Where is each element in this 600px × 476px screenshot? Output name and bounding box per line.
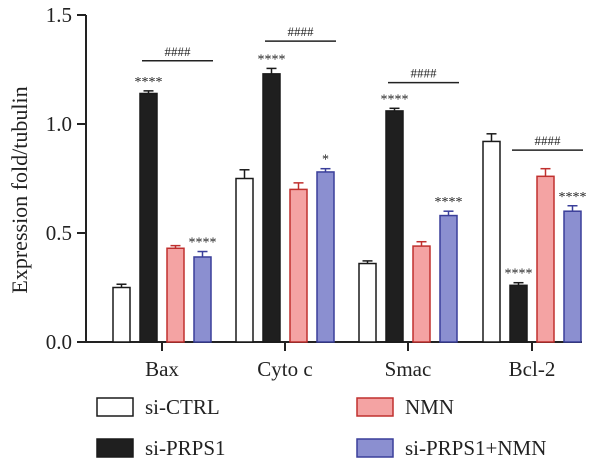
comparison-label: #### xyxy=(535,133,562,148)
bars xyxy=(112,67,582,343)
y-tick-label: 1.5 xyxy=(46,3,72,27)
x-tick-label: Bcl-2 xyxy=(509,357,556,381)
y-tick-label: 0.5 xyxy=(46,221,72,245)
bar xyxy=(166,247,185,343)
significance-label: **** xyxy=(505,267,533,282)
x-tick-label: Cyto c xyxy=(257,357,312,381)
bar xyxy=(412,245,431,343)
legend: si-CTRL si-PRPS1 NMN si-PRPS1+NMN xyxy=(96,395,546,460)
legend-swatch xyxy=(356,397,394,417)
x-tick-label: Bax xyxy=(145,357,179,381)
annotations: *****************************###########… xyxy=(135,24,587,282)
significance-label: **** xyxy=(435,195,463,210)
legend-label: si-PRPS1 xyxy=(145,436,226,460)
significance-label: **** xyxy=(258,52,286,67)
y-tick-label: 1.0 xyxy=(46,112,72,136)
bar xyxy=(536,175,555,343)
bar xyxy=(482,140,501,343)
y-axis-label: Expression fold/tubulin xyxy=(7,86,32,293)
significance-label: **** xyxy=(381,92,409,107)
significance-label: **** xyxy=(559,190,587,205)
bar xyxy=(358,262,377,343)
bar xyxy=(112,286,131,343)
significance-label: * xyxy=(322,153,329,168)
legend-swatch xyxy=(96,438,134,458)
bar xyxy=(439,214,458,343)
bar xyxy=(385,110,404,343)
significance-label: **** xyxy=(189,236,217,251)
bar xyxy=(262,73,281,343)
legend-label: si-PRPS1+NMN xyxy=(405,436,546,460)
bar xyxy=(509,284,528,343)
bar xyxy=(316,171,335,343)
legend-swatch xyxy=(96,397,134,417)
bar xyxy=(139,92,158,343)
bar xyxy=(289,188,308,343)
bar xyxy=(563,210,582,343)
comparison-label: #### xyxy=(288,24,315,39)
bar xyxy=(235,177,254,343)
significance-label: **** xyxy=(135,75,163,90)
comparison-label: #### xyxy=(165,44,192,59)
bar xyxy=(193,256,212,343)
x-tick-label: Smac xyxy=(385,357,432,381)
legend-label: NMN xyxy=(405,395,454,419)
legend-swatch xyxy=(356,438,394,458)
legend-label: si-CTRL xyxy=(145,395,220,419)
y-tick-label: 0.0 xyxy=(46,330,72,354)
comparison-label: #### xyxy=(411,66,438,81)
